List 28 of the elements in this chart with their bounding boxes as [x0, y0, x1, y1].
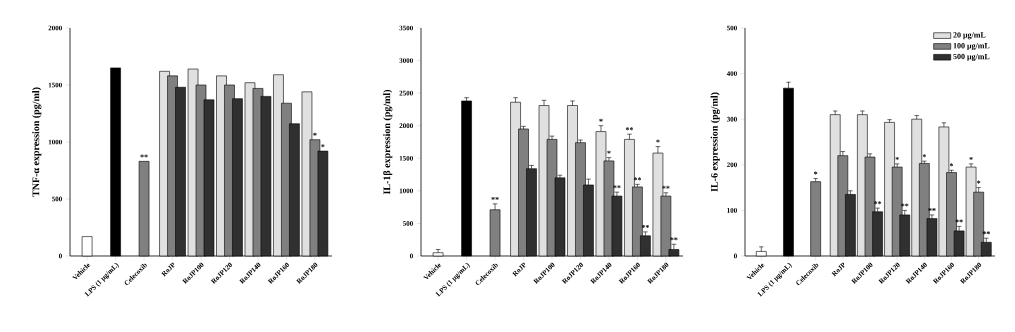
- data-label: *: [656, 139, 660, 143]
- data-label: **: [491, 196, 499, 200]
- data-label: *: [607, 150, 611, 154]
- data-label: **: [955, 219, 963, 223]
- data-label: *: [977, 180, 981, 184]
- data-label: **: [670, 237, 678, 241]
- legend-label: 20 μg/mL: [953, 32, 986, 40]
- data-label: **: [873, 201, 882, 205]
- y-axis-title: IL-6 expression (pg/ml): [710, 92, 720, 192]
- legend-label: 500 μg/mL: [953, 53, 990, 61]
- data-label: **: [613, 185, 621, 189]
- y-axis-title: IL-1β expression (pg/ml): [383, 89, 393, 195]
- data-label: **: [140, 154, 148, 158]
- data-label: **: [662, 185, 670, 189]
- data-label: **: [982, 231, 990, 235]
- data-label: **: [625, 127, 634, 131]
- data-label: **: [633, 177, 642, 181]
- data-label: *: [895, 156, 899, 160]
- data-label: *: [599, 118, 603, 122]
- data-label: *: [922, 154, 926, 158]
- data-label: *: [813, 171, 818, 175]
- data-label: *: [949, 163, 954, 167]
- y-axis-title: TNF-α expression (pg/ml): [32, 87, 42, 197]
- data-label: *: [969, 156, 973, 160]
- data-label: *: [313, 132, 317, 136]
- data-label: **: [901, 203, 909, 207]
- data-label: *: [321, 144, 325, 148]
- legend-label: 100 μg/mL: [953, 43, 990, 51]
